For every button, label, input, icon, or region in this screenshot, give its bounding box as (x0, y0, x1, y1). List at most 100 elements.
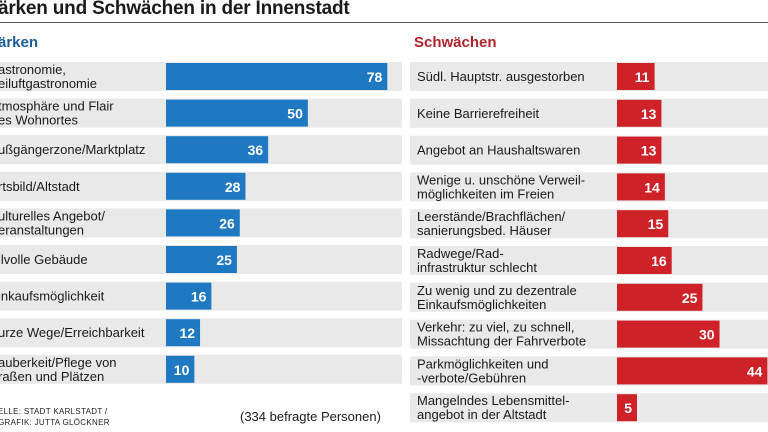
weakness-row-bg (410, 282, 768, 312)
weakness-label: Keine Barrierefreiheit (417, 106, 540, 121)
weakness-row-bg (410, 135, 768, 165)
weakness-label: Zu wenig und zu dezentrale Einkaufsmöglic… (417, 283, 577, 312)
title-rule (0, 22, 768, 23)
strength-bar (166, 319, 201, 347)
weakness-bar (617, 210, 669, 238)
strength-value-label: 12 (179, 325, 195, 341)
weakness-row-bg (410, 393, 768, 423)
weaknesses-header: Schwächen (414, 34, 497, 51)
weakness-label: Verkehr: zu viel, zu schnell, Missachtung… (417, 320, 586, 349)
weakness-label: Südl. Hauptstr. ausgestorben (417, 69, 585, 84)
weakness-label-line: -verbote/Gebühren (417, 370, 526, 385)
weakness-value-label: 44 (747, 363, 763, 379)
weakness-bar (617, 394, 637, 422)
weakness-label-line: Verkehr: zu viel, zu schnell, (417, 320, 575, 335)
strength-value-label: 36 (248, 142, 264, 158)
weakness-label-line: Keine Barrierefreiheit (417, 106, 540, 121)
strength-bar (166, 209, 240, 237)
weakness-label-line: möglichkeiten im Freien (417, 186, 554, 201)
strength-label-line: ilvolle Gebäude (0, 252, 88, 267)
weakness-label-line: Angebot an Haushaltswaren (417, 143, 580, 158)
strength-bar (166, 99, 308, 127)
respondents-note: (334 befragte Personen) (240, 409, 381, 424)
weakness-label: Radwege/Rad-infrastruktur schlecht (417, 246, 537, 275)
weakness-label-line: infrastruktur schlecht (417, 260, 537, 275)
weakness-label: Leerstände/Brachflächen/sanierungsbed. H… (417, 209, 566, 238)
weakness-label-line: Leerstände/Brachflächen/ (417, 209, 566, 224)
weakness-row-bg (410, 246, 768, 275)
source-line: GRAFIK: JUTTA GLÖCKNER (0, 418, 110, 427)
strength-label: auberkeit/Pflege von raßen und Plätzen (0, 355, 117, 384)
strength-bar (166, 246, 237, 273)
strength-value-label: 10 (174, 362, 190, 378)
strength-label-line: rtsbild/Altstadt (0, 179, 80, 194)
weakness-label-line: Wenige u. unschöne Verweil- (417, 172, 585, 187)
strength-row-bg (0, 354, 402, 384)
strength-value-label: 28 (225, 179, 241, 195)
strengths-header: ärken (0, 34, 39, 51)
weakness-bar (617, 173, 665, 201)
weakness-label-line: Radwege/Rad- (417, 246, 504, 261)
strength-row-bg (0, 318, 402, 348)
strength-label-line: raßen und Plätzen (0, 369, 104, 384)
weakness-bar (617, 247, 672, 274)
strength-bar (166, 136, 269, 164)
strength-bar (166, 63, 388, 90)
weakness-value-label: 11 (635, 69, 650, 85)
weakness-row-bg (410, 98, 768, 128)
strength-bar (166, 282, 212, 310)
strength-label: tmosphäre und Flair es Wohnortes (0, 99, 114, 128)
weakness-value-label: 14 (644, 179, 660, 195)
weakness-bar (617, 357, 768, 385)
weakness-label: Wenige u. unschöne Verweil-möglichkeiten… (417, 172, 585, 201)
strength-label: urze Wege/Erreichbarkeit (0, 325, 145, 340)
strength-value-label: 25 (216, 252, 232, 268)
strength-label-line: auberkeit/Pflege von (0, 355, 117, 370)
source-credit: ELLE: STADT KARLSTADT / GRAFIK: JUTTA GL… (0, 406, 110, 428)
weakness-label-line: Missachtung der Fahrverbote (417, 334, 586, 349)
weakness-row-bg (410, 172, 768, 202)
strength-label-line: astronomie, (0, 62, 66, 77)
strength-label: rtsbild/Altstadt (0, 179, 80, 194)
weakness-row-bg (410, 62, 768, 91)
strength-label-line: tmosphäre und Flair (0, 99, 114, 114)
weakness-label-line: Parkmöglichkeiten und (417, 356, 549, 371)
weakness-value-label: 30 (699, 327, 715, 343)
strength-label: astronomie, eiluftgastronomie (0, 62, 97, 91)
weakness-bar (617, 320, 720, 348)
strength-label-line: ulturelles Angebot/ (0, 208, 105, 223)
weakness-bar (617, 63, 655, 90)
strength-bar (166, 355, 195, 383)
weakness-value-label: 15 (648, 216, 664, 232)
weakness-bar (617, 283, 703, 311)
weakness-label-line: Einkaufsmöglichkeiten (417, 297, 546, 312)
strength-label-line: inkaufsmöglichkeit (0, 289, 105, 304)
weakness-label: Mangelndes Lebensmittel-angebot in der A… (417, 393, 569, 422)
strength-value-label: 16 (191, 289, 207, 305)
strength-label-line: eranstaltungen (0, 222, 84, 237)
weakness-label-line: Südl. Hauptstr. ausgestorben (417, 69, 585, 84)
strength-label-line: ußgängerzone/Marktplatz (0, 142, 145, 157)
strength-value-label: 50 (287, 106, 303, 122)
weakness-value-label: 13 (641, 143, 657, 159)
weakness-label-line: Zu wenig und zu dezentrale (417, 283, 577, 298)
weakness-label-line: angebot in der Altstadt (417, 407, 547, 422)
weakness-label: Angebot an Haushaltswaren (417, 143, 580, 158)
chart-title: ärken und Schwächen in der Innenstadt (0, 0, 350, 19)
strength-value-label: 26 (219, 215, 235, 231)
strength-label: ußgängerzone/Marktplatz (0, 142, 145, 157)
weakness-bar (617, 136, 662, 164)
source-line: ELLE: STADT KARLSTADT / (0, 407, 108, 416)
strength-label-line: eiluftgastronomie (0, 76, 97, 91)
strength-label: inkaufsmöglichkeit (0, 289, 105, 304)
weakness-value-label: 16 (651, 253, 667, 269)
weakness-value-label: 5 (624, 400, 632, 416)
strength-label: ulturelles Angebot/eranstaltungen (0, 208, 105, 237)
weakness-label-line: Mangelndes Lebensmittel- (417, 393, 569, 408)
weakness-label: Parkmöglichkeiten und -verbote/Gebühren (417, 356, 549, 385)
weakness-label-line: sanierungsbed. Häuser (417, 223, 552, 238)
strength-label: ilvolle Gebäude (0, 252, 88, 267)
weakness-value-label: 25 (682, 290, 698, 306)
strength-bar (166, 172, 246, 200)
